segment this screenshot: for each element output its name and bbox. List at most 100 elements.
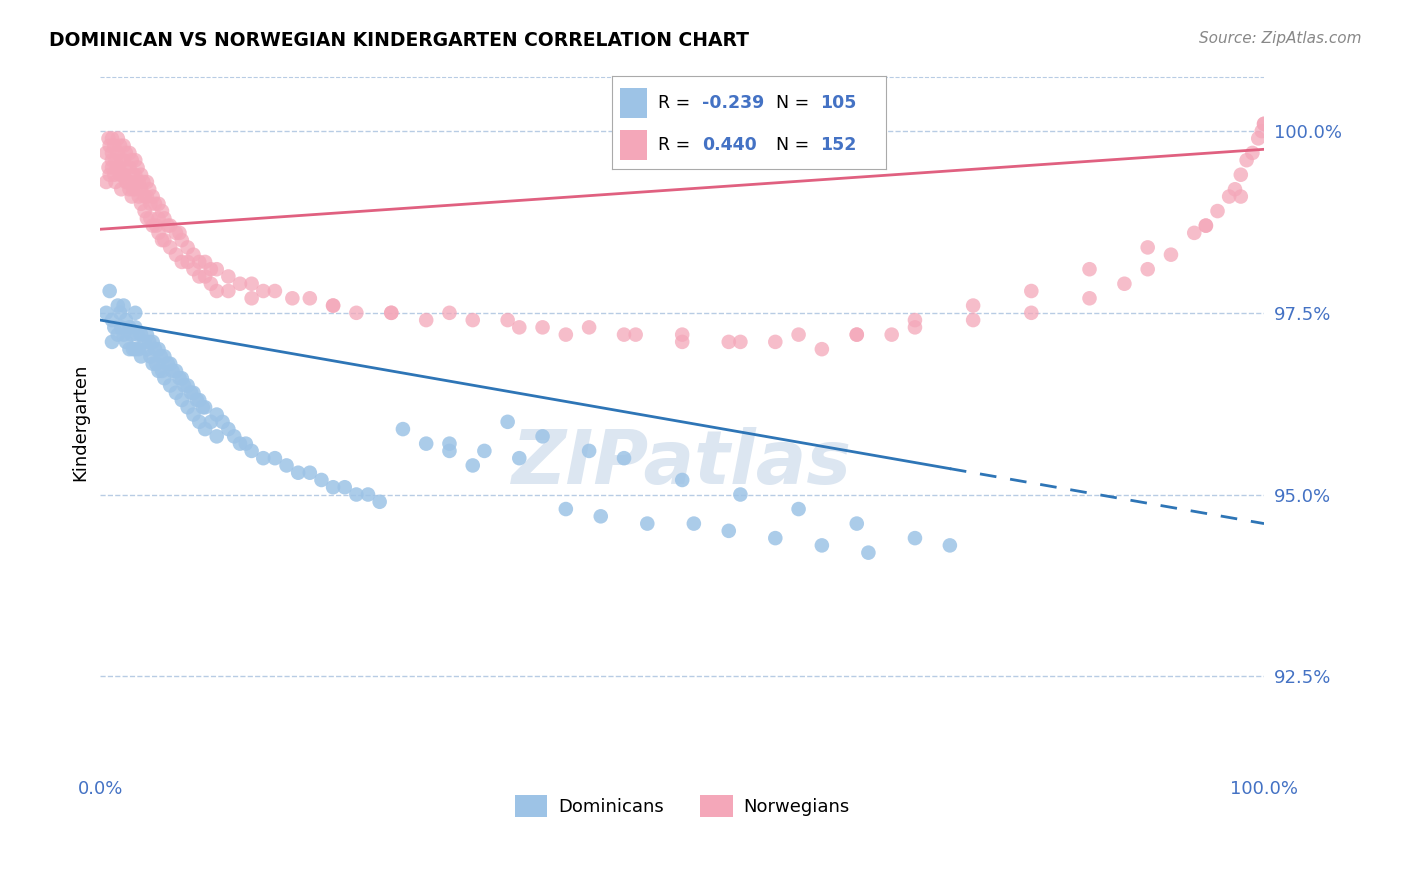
Point (170, 392, 193, 407)
Point (170, 233, 193, 247)
Point (344, 487, 367, 501)
Point (169, 371, 191, 385)
Point (578, 444, 600, 458)
Point (845, 516, 868, 531)
Point (194, 255, 217, 269)
Point (461, 458, 484, 473)
Point (176, 378, 198, 392)
Point (211, 415, 233, 429)
Point (508, 451, 530, 466)
Point (122, 342, 145, 356)
Point (122, 168, 145, 182)
Point (188, 415, 211, 429)
Point (368, 495, 391, 509)
Point (124, 342, 146, 356)
Point (415, 436, 437, 450)
Point (110, 182, 132, 196)
Point (142, 334, 165, 349)
Point (135, 327, 157, 342)
Point (124, 182, 146, 196)
Point (96, 145, 118, 160)
Point (118, 161, 141, 175)
FancyBboxPatch shape (620, 130, 647, 160)
Point (98, 138, 121, 153)
Point (1136, 262, 1159, 277)
Point (103, 168, 125, 182)
Point (763, 531, 786, 545)
Point (717, 334, 740, 349)
Point (229, 436, 252, 450)
Point (170, 371, 193, 385)
Point (240, 444, 263, 458)
Point (134, 334, 156, 349)
Point (205, 429, 228, 443)
Point (845, 327, 868, 342)
Point (200, 415, 222, 429)
Point (380, 306, 402, 320)
Point (188, 392, 211, 407)
Point (107, 299, 129, 313)
Point (115, 313, 138, 327)
Point (149, 350, 172, 364)
Point (1253, 117, 1275, 131)
Point (180, 385, 202, 400)
Point (344, 306, 367, 320)
Point (811, 342, 834, 356)
Point (148, 364, 170, 378)
Point (578, 320, 600, 334)
Point (129, 196, 152, 211)
Point (124, 306, 146, 320)
Point (787, 327, 810, 342)
Point (1114, 277, 1136, 291)
Point (108, 306, 131, 320)
Point (298, 291, 321, 305)
Point (139, 211, 162, 226)
Point (461, 313, 484, 327)
Point (128, 342, 150, 356)
Point (508, 320, 530, 334)
Point (110, 168, 132, 182)
Point (287, 466, 309, 480)
Point (107, 161, 129, 175)
Point (264, 284, 287, 298)
Point (145, 357, 167, 371)
Point (183, 408, 205, 422)
Point (671, 334, 693, 349)
Point (115, 161, 138, 175)
Point (1195, 219, 1218, 233)
Point (156, 219, 179, 233)
Point (717, 524, 740, 538)
Point (173, 378, 195, 392)
Point (118, 182, 141, 196)
Point (135, 211, 157, 226)
Point (101, 161, 124, 175)
Point (142, 357, 165, 371)
Point (138, 334, 160, 349)
Point (845, 327, 868, 342)
Point (112, 327, 135, 342)
Point (139, 350, 162, 364)
Point (162, 364, 184, 378)
Point (311, 473, 333, 487)
Point (145, 219, 167, 233)
Text: 0.440: 0.440 (702, 136, 756, 154)
Text: ZIPatlas: ZIPatlas (512, 427, 852, 500)
Point (104, 175, 127, 189)
Point (1253, 117, 1275, 131)
Point (671, 327, 693, 342)
Point (165, 226, 187, 240)
Point (682, 516, 704, 531)
Y-axis label: Kindergarten: Kindergarten (72, 363, 89, 481)
Point (129, 350, 152, 364)
Point (322, 480, 344, 494)
Point (165, 248, 187, 262)
Point (148, 226, 170, 240)
Point (128, 175, 150, 189)
Point (186, 392, 208, 407)
Point (613, 327, 636, 342)
Point (200, 277, 222, 291)
Point (110, 320, 132, 334)
Point (122, 182, 145, 196)
Point (124, 153, 146, 168)
Point (554, 502, 576, 516)
